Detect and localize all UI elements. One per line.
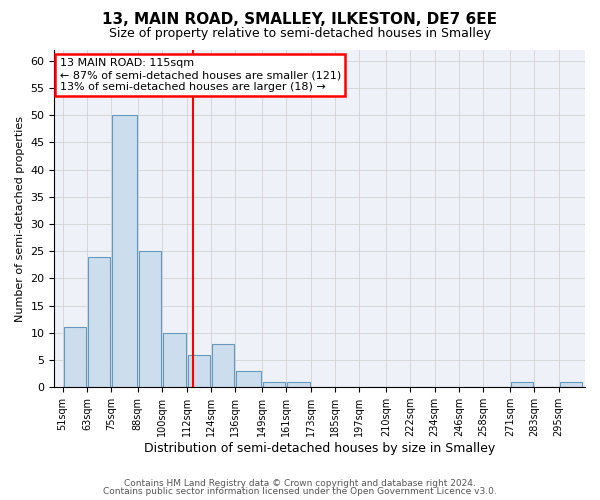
Text: 13 MAIN ROAD: 115sqm
← 87% of semi-detached houses are smaller (121)
13% of semi: 13 MAIN ROAD: 115sqm ← 87% of semi-detac…	[60, 58, 341, 92]
Text: Contains public sector information licensed under the Open Government Licence v3: Contains public sector information licen…	[103, 487, 497, 496]
Bar	[287, 382, 310, 387]
Text: Contains HM Land Registry data © Crown copyright and database right 2024.: Contains HM Land Registry data © Crown c…	[124, 478, 476, 488]
Bar	[212, 344, 235, 387]
Bar	[88, 256, 110, 387]
Bar	[560, 382, 582, 387]
Text: Size of property relative to semi-detached houses in Smalley: Size of property relative to semi-detach…	[109, 28, 491, 40]
Bar	[511, 382, 533, 387]
Text: 13, MAIN ROAD, SMALLEY, ILKESTON, DE7 6EE: 13, MAIN ROAD, SMALLEY, ILKESTON, DE7 6E…	[103, 12, 497, 28]
Bar	[188, 354, 210, 387]
X-axis label: Distribution of semi-detached houses by size in Smalley: Distribution of semi-detached houses by …	[144, 442, 496, 455]
Bar	[263, 382, 285, 387]
Bar	[163, 333, 185, 387]
Bar	[64, 328, 86, 387]
Bar	[236, 371, 261, 387]
Bar	[139, 251, 161, 387]
Bar	[112, 116, 137, 387]
Y-axis label: Number of semi-detached properties: Number of semi-detached properties	[15, 116, 25, 322]
